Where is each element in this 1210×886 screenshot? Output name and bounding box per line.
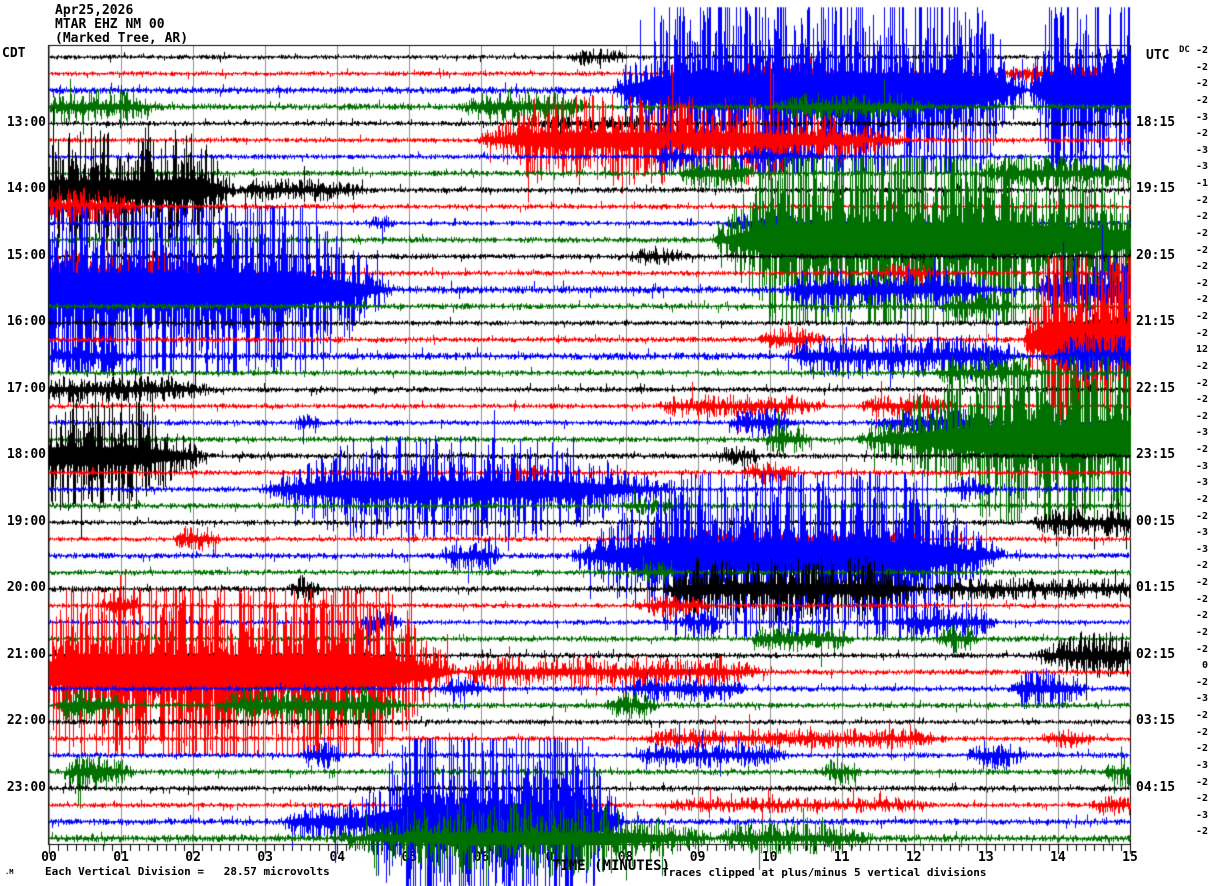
helicorder-canvas <box>0 0 1210 886</box>
helicorder-page: 00010203040506070809101112131415 Apr25,2… <box>0 0 1210 886</box>
